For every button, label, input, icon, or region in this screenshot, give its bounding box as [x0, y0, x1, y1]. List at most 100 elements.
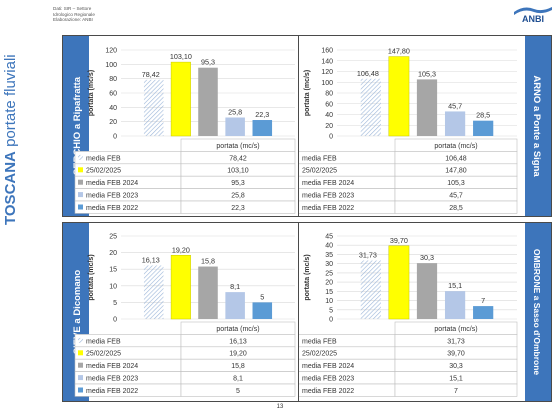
legend-swatch: [78, 362, 83, 368]
y-tick-label: 5: [329, 307, 333, 314]
legend-swatch: [78, 192, 83, 198]
station-band: ARNO a Ponte a Signa: [525, 36, 551, 216]
data-label: 105,3: [418, 69, 436, 78]
data-label: 19,20: [172, 245, 190, 254]
legend-label: media FEB 2022: [86, 388, 138, 395]
legend-label: media FEB 2023: [86, 376, 138, 383]
y-tick-label: 35: [325, 252, 333, 259]
side-title-text: TOSCANA portate fluviali: [2, 54, 19, 225]
chart-ombrone: 0 5 10 15 20 25 30 35 40 45 portata (mc/s) 31,73 39,…: [299, 234, 518, 397]
legend-label: media FEB 2024: [86, 363, 138, 370]
legend-swatch: [78, 179, 83, 185]
bar: [252, 120, 273, 136]
table-value: 16,13: [229, 338, 247, 345]
y-tick-label: 80: [325, 91, 333, 98]
legend-label: media FEB: [302, 338, 337, 345]
y-tick-label: 120: [321, 69, 333, 76]
bar: [416, 263, 438, 319]
data-label: 5: [260, 292, 264, 301]
data-label: 106,48: [357, 69, 379, 78]
bar: [170, 61, 191, 137]
y-tick-label: 20: [109, 119, 117, 126]
y-axis-label: portata (mc/s): [304, 70, 311, 116]
y-tick-label: 15: [109, 267, 117, 274]
bar: [225, 292, 245, 319]
bar: [143, 265, 164, 319]
panel-arno: ARNO a Ponte a Signa 0 20 40 60 80 100 120 140 1…: [298, 35, 552, 217]
legend-label: media FEB 2024: [86, 180, 138, 187]
table-value: 106,48: [445, 155, 467, 162]
y-tick-label: 60: [325, 101, 333, 108]
source-line: Idrologico Regionale: [53, 11, 95, 17]
station-title: OMBRONE a Sasso d'Ombrone: [532, 249, 542, 376]
table-value: 45,7: [449, 193, 463, 200]
legend-swatch: [78, 375, 83, 381]
source-note: Dati: SIR – Settore Idrologico Regionale…: [53, 6, 95, 23]
table-value: 8,1: [233, 376, 243, 383]
y-tick-label: 5: [113, 300, 117, 307]
table-value: 31,73: [447, 338, 465, 345]
station-title: SIEVE a Dicomano: [72, 270, 83, 355]
legend-label: media FEB: [302, 155, 337, 162]
legend-label: media FEB 2023: [302, 193, 354, 200]
chart-serchio: 0 20 40 60 80 100 120 portata (mc/s) 78,42 103,10…: [74, 48, 296, 214]
legend-label: media FEB: [86, 155, 121, 162]
bar: [416, 79, 438, 136]
chart-sieve: 0 5 10 15 20 25 portata (mc/s) 16,13 19,20 15,8 8,…: [74, 234, 296, 397]
panel-serchio: SERCHIO a Ripafratta 0 20 40 60 80 100 120 port…: [62, 35, 304, 217]
legend-label: media FEB 2022: [302, 205, 354, 212]
table-value: 30,3: [449, 363, 463, 370]
legend-label: media FEB 2022: [302, 388, 354, 395]
anbi-logo: ANBI: [512, 4, 554, 24]
bar: [170, 255, 191, 320]
data-label: 22,3: [255, 110, 269, 119]
bar: [388, 56, 410, 137]
legend-label: media FEB 2024: [302, 363, 354, 370]
chart-arno: 0 20 40 60 80 100 120 140 160 portata (mc/s) 106,4…: [299, 47, 518, 214]
bar: [143, 79, 164, 136]
table-value-cell: [394, 200, 518, 214]
table-value-cell: [180, 200, 296, 214]
station-title: ARNO a Ponte a Signa: [531, 75, 542, 177]
y-tick-label: 0: [113, 317, 117, 324]
y-tick-label: 40: [325, 112, 333, 119]
panel-ombrone: OMBRONE a Sasso d'Ombrone 0 5 10 15 20 25 30 35…: [298, 222, 552, 402]
table-value: 5: [236, 388, 240, 395]
page-side-title: TOSCANA portate fluviali: [0, 0, 22, 230]
y-tick-label: 20: [325, 280, 333, 287]
data-label: 25,8: [228, 108, 242, 117]
table-value-cell: [394, 383, 518, 397]
bar: [444, 291, 466, 319]
legend-swatch: [78, 337, 83, 343]
legend-label: media FEB 2023: [86, 193, 138, 200]
legend-swatch: [78, 167, 83, 173]
data-label: 7: [481, 296, 485, 305]
table-value: 95,3: [231, 180, 245, 187]
y-tick-label: 0: [113, 134, 117, 141]
table-value: 147,80: [445, 168, 467, 175]
y-tick-label: 0: [329, 317, 333, 324]
bar: [444, 111, 466, 136]
bar: [225, 117, 245, 136]
y-axis-label: portata (mc/s): [304, 254, 311, 300]
y-tick-label: 160: [321, 48, 333, 55]
y-tick-label: 80: [109, 76, 117, 83]
table-value: 7: [454, 388, 458, 395]
y-tick-label: 15: [325, 289, 333, 296]
data-label: 95,3: [201, 58, 215, 67]
data-label: 147,80: [388, 47, 410, 56]
table-header: portata (mc/s): [434, 143, 477, 150]
data-label: 30,3: [420, 253, 434, 262]
bar: [388, 245, 410, 320]
legend-label: 25/02/2025: [302, 168, 337, 175]
data-label: 15,8: [201, 257, 215, 266]
y-tick-label: 10: [109, 283, 117, 290]
panel-sieve: SIEVE a Dicomano 0 5 10 15 20 25 portata (mc/s…: [62, 222, 304, 402]
table-header: portata (mc/s): [434, 326, 477, 333]
bar: [473, 306, 494, 319]
table-value: 105,3: [447, 180, 465, 187]
y-tick-label: 40: [325, 243, 333, 250]
table-value: 28,5: [449, 205, 463, 212]
table-value: 103,10: [227, 168, 249, 175]
data-label: 15,1: [448, 281, 462, 290]
